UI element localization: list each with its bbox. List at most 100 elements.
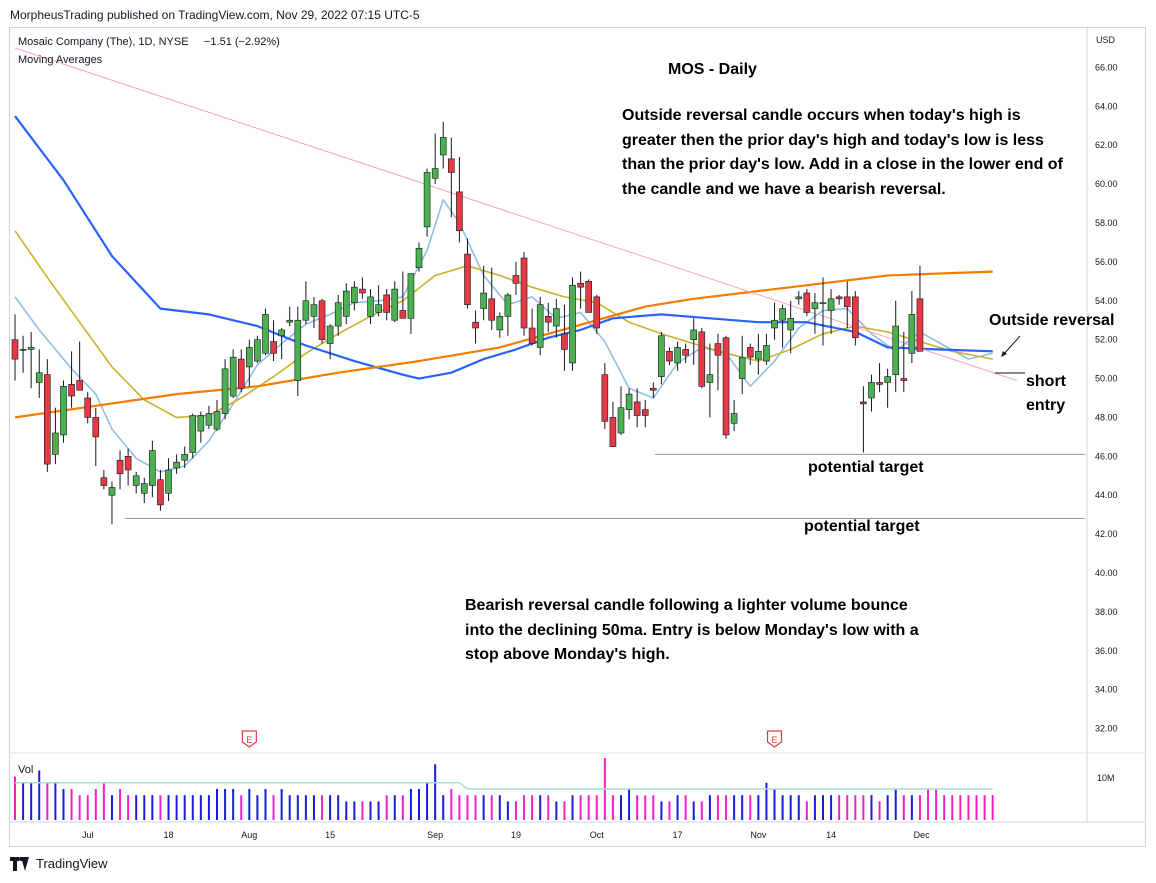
price-chart[interactable]: 32.00 34.00 36.00 38.00 40.00 42.00 44.00 46.00…	[10, 28, 1145, 846]
volume-bar	[838, 795, 841, 820]
candle-body	[504, 294, 512, 317]
candle-body	[310, 304, 318, 317]
candle-body	[601, 374, 609, 422]
y-tick-label: 60.00	[1095, 179, 1118, 189]
volume-bar	[119, 789, 122, 820]
volume-bar	[474, 795, 477, 820]
volume-bar	[401, 795, 404, 820]
candle-body	[262, 314, 269, 354]
candle-body	[779, 308, 786, 321]
volume-bar	[652, 795, 655, 820]
volume-bar	[563, 801, 566, 820]
candle-body	[843, 296, 851, 307]
volume-bar	[54, 782, 57, 820]
short-entry-label-1: short	[1026, 373, 1066, 390]
y-tick-label: 46.00	[1095, 451, 1118, 461]
candle-body	[738, 356, 746, 379]
candle-body	[488, 298, 496, 321]
legend-change: −1.51 (−2.92%)	[204, 36, 280, 48]
tradingview-logo-icon	[10, 856, 30, 871]
volume-bar	[329, 795, 332, 820]
candle-body	[763, 345, 770, 362]
candle-body	[165, 469, 172, 494]
candle-body	[205, 413, 213, 426]
candle-body	[674, 347, 681, 364]
volume-bar	[442, 795, 445, 820]
published-line: MorpheusTrading published on TradingView…	[10, 8, 420, 22]
candle-body	[876, 382, 883, 385]
candle-body	[318, 300, 326, 340]
volume-bar	[692, 801, 695, 820]
volume-bar	[151, 795, 154, 820]
candle-body	[84, 397, 92, 418]
volume-bar	[393, 795, 396, 820]
volume-bar	[498, 795, 501, 820]
reversal-arrow-head-icon	[1001, 351, 1007, 357]
candle-body	[11, 339, 19, 360]
y-tick-label: 42.00	[1095, 529, 1118, 539]
volume-bar	[321, 795, 324, 820]
candle-body	[367, 296, 374, 317]
candle-body	[698, 331, 706, 387]
footer-brand[interactable]: TradingView	[10, 856, 108, 871]
volume-bar	[620, 795, 622, 820]
candle-body	[892, 325, 900, 375]
volume-bar	[304, 795, 307, 820]
candle-body	[544, 316, 552, 323]
candle-body	[294, 319, 302, 381]
volume-bar	[870, 795, 873, 820]
volume-bar	[894, 789, 897, 820]
candle-body	[456, 191, 463, 232]
y-tick-label: 66.00	[1095, 62, 1118, 72]
earnings-marker-label: E	[246, 735, 252, 745]
volume-bar	[773, 789, 776, 820]
y-tick-label: 58.00	[1095, 218, 1118, 228]
volume-bar	[248, 789, 251, 820]
candle-body	[270, 341, 277, 354]
volume-bar	[749, 795, 752, 820]
volume-bar	[353, 801, 356, 820]
potential-target-label-2: potential target	[804, 518, 920, 535]
volume-bar	[644, 795, 647, 820]
candle-body	[44, 374, 51, 465]
volume-bar	[264, 789, 267, 820]
x-tick-label: 14	[826, 830, 836, 840]
volume-bar	[70, 789, 73, 820]
candle-body	[439, 137, 447, 156]
candle-body	[254, 339, 261, 362]
volume-bar	[628, 789, 631, 820]
candle-body	[399, 310, 407, 319]
chart-frame	[9, 27, 1146, 847]
candle-body	[448, 158, 455, 173]
y-tick-label: 54.00	[1095, 296, 1118, 306]
legend-indicator: Moving Averages	[18, 54, 103, 66]
candle-body	[124, 456, 132, 471]
y-tick-label: 64.00	[1095, 101, 1118, 111]
candle-body	[326, 325, 334, 344]
candle-body	[391, 288, 399, 321]
volume-bar	[418, 789, 420, 820]
y-tick-label: 40.00	[1095, 568, 1118, 578]
candle-body	[682, 349, 689, 356]
candle-body	[795, 296, 803, 300]
volume-bar	[733, 795, 736, 820]
bearish-reversal-note: Bearish reversal candle following a ligh…	[465, 597, 919, 663]
volume-bar	[918, 795, 921, 820]
volume-bar	[207, 795, 210, 820]
volume-bar	[102, 782, 105, 820]
candle-body	[860, 401, 867, 405]
volume-bar	[878, 801, 881, 820]
volume-bar	[167, 795, 170, 820]
volume-bar	[62, 789, 65, 820]
volume-bar	[587, 795, 590, 820]
candle-body	[423, 172, 431, 228]
volume-bar	[458, 795, 461, 820]
candle-body	[246, 347, 253, 368]
candle-body	[827, 298, 835, 311]
volume-bar	[377, 801, 380, 820]
volume-bar	[813, 795, 816, 820]
candle-body	[706, 374, 714, 383]
y-tick-label: 44.00	[1095, 490, 1118, 500]
volume-bar	[490, 795, 493, 820]
x-tick-label: 17	[673, 830, 683, 840]
